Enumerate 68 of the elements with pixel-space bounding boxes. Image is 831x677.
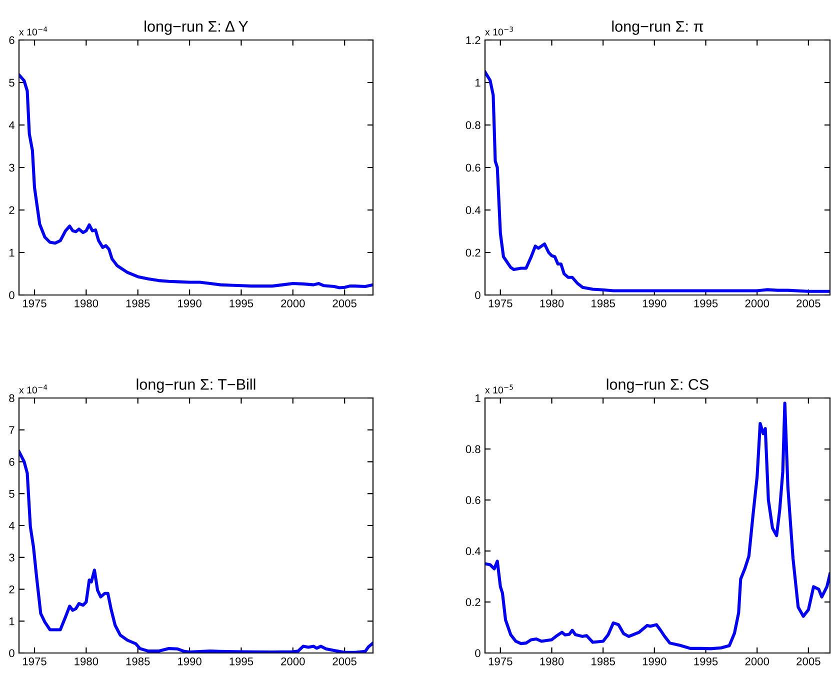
y-tick-label: 5 [9,490,14,498]
y-tick-label: 0.2 [466,598,480,606]
x-tick-label: 1985 [592,657,615,666]
y-tick-label: 0.4 [466,547,481,556]
x-tick-label: 2000 [281,657,305,666]
y-tick-label: 0.6 [466,496,480,504]
y-tick-label: 4 [8,522,15,530]
y-tick-label: 0 [475,291,480,300]
y-tick-label: 3 [9,554,14,562]
y-tick-label: 1.2 [466,36,480,44]
y-tick-label: 2 [9,586,14,594]
line-series [485,70,830,293]
x-tick-label: 2000 [745,657,770,666]
x-tick-label: 1990 [178,657,202,666]
y-tick-label: 1 [476,78,480,87]
y-tick-label: 1 [10,248,14,257]
x-tick-label: 2005 [332,299,356,308]
x-tick-label: 2000 [281,299,305,308]
x-tick-label: 1975 [22,657,46,666]
y-tick-label: 1 [10,618,14,626]
x-tick-label: 1985 [592,299,615,308]
chart-title: long−run Σ: Δ Y [144,20,248,35]
x-tick-label: 1995 [230,299,254,308]
x-tick-label: 1990 [642,657,666,666]
line-series [485,402,830,650]
chart-title: long−run Σ: CS [606,378,708,393]
y-tick-label: 0.8 [466,445,480,454]
y-tick-label: 0 [475,649,480,658]
y-tick-label: 0 [9,291,14,300]
x-tick-label: 1995 [694,657,718,666]
y-tick-label: 0 [9,649,14,658]
chart-title: long−run Σ: π [612,20,704,35]
y-tick-label: 0.8 [466,121,480,130]
x-tick-label: 2005 [332,657,356,666]
y-tick-label: 4 [8,121,15,130]
y-tick-label: 5 [9,78,14,87]
x-tick-label: 2005 [796,657,820,666]
x-tick-label: 1985 [126,299,150,308]
x-tick-label: 1980 [540,299,564,308]
text: x 10$^{−4}$ [19,26,48,36]
x-tick-label: 1980 [540,657,564,666]
y-tick-label: 1 [476,394,480,402]
y-tick-label: 2 [9,206,14,214]
y-tick-label: 0.4 [466,206,481,214]
x-tick-label: 1985 [126,657,150,666]
text: x 10$^{−3}$ [485,26,513,36]
x-tick-label: 1990 [642,299,666,308]
y-tick-label: 7 [9,426,14,434]
y-tick-label: 6 [9,36,14,44]
x-tick-label: 1995 [694,299,718,308]
line-series [19,73,373,290]
x-tick-label: 1975 [488,299,512,308]
y-tick-label: 6 [9,458,14,466]
x-tick-label: 1975 [488,657,512,666]
y-tick-label: 8 [9,394,14,402]
y-tick-label: 0.6 [466,164,480,172]
text: x 10$^{−4}$ [19,384,48,394]
x-tick-label: 2005 [796,299,820,308]
x-tick-label: 1980 [74,299,98,308]
text: x 10$^{−5}$ [485,384,513,394]
y-tick-label: 3 [9,164,14,172]
y-tick-label: 0.2 [466,248,480,257]
x-tick-label: 1995 [230,657,254,666]
x-tick-label: 1975 [22,299,46,308]
x-tick-label: 2000 [745,299,770,308]
chart-title: long−run Σ: T−Bill [136,378,256,393]
x-tick-label: 1990 [178,299,202,308]
x-tick-label: 1980 [74,657,98,666]
